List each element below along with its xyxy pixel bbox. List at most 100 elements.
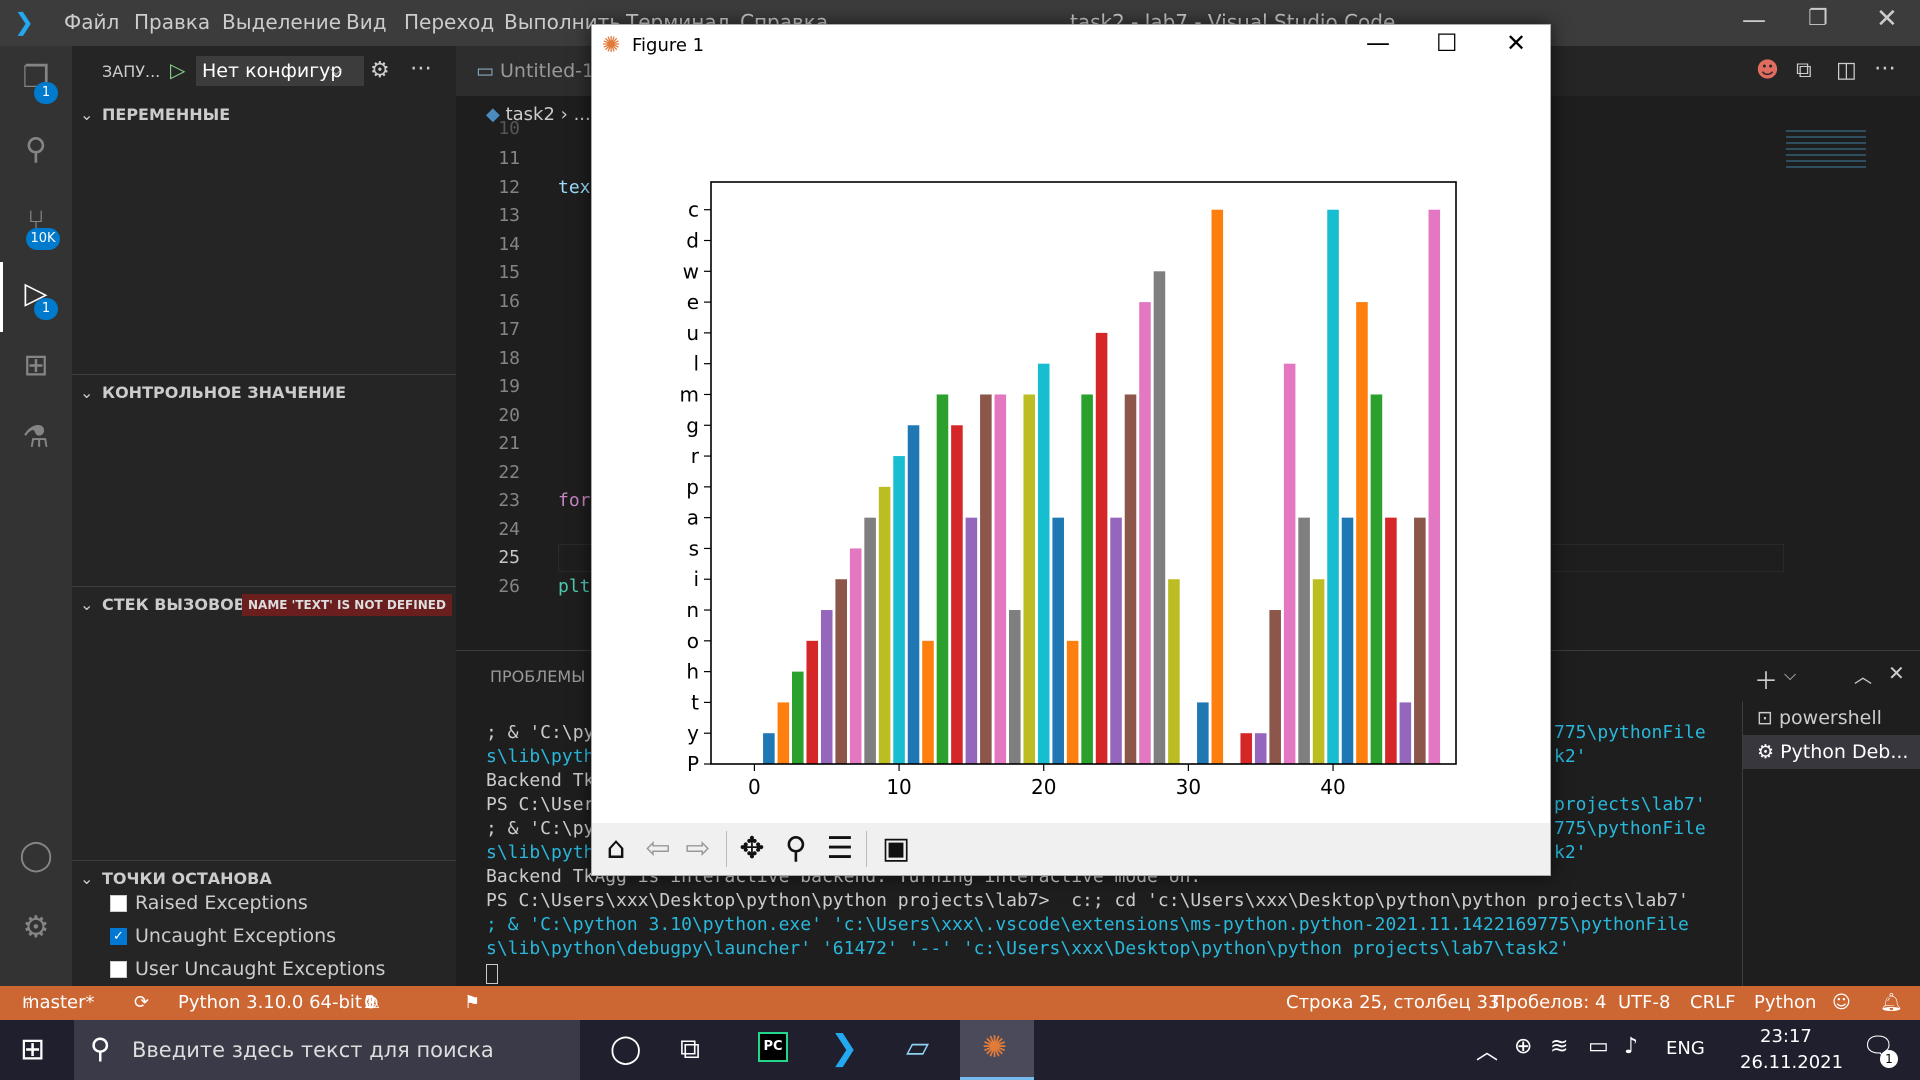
figure-close-icon[interactable]: ✕ (1506, 29, 1527, 57)
clock-date[interactable]: 26.11.2021 (1740, 1052, 1844, 1073)
battery-icon[interactable]: ▭ (1588, 1034, 1609, 1059)
testing-icon[interactable]: ⚗ (22, 420, 50, 455)
section-breakpoints[interactable]: ⌄ ТОЧКИ ОСТАНОВА (72, 862, 456, 896)
search-icon[interactable]: ⚲ (25, 132, 47, 167)
editor-more-icon[interactable]: ⋯ (1874, 56, 1896, 81)
section-callstack[interactable]: ⌄ СТЕК ВЫЗОВОВ (72, 588, 456, 622)
checkbox[interactable] (110, 961, 127, 978)
extensions-icon[interactable]: ⊞ (23, 348, 49, 383)
checkbox[interactable] (110, 895, 127, 912)
close-icon[interactable]: ✕ (1876, 4, 1898, 34)
menu-file[interactable]: Файл (64, 10, 120, 34)
bar (878, 486, 891, 764)
x-tick-label: 40 (1320, 775, 1345, 799)
close-panel-icon[interactable]: ✕ (1888, 661, 1905, 685)
notifications-icon[interactable]: 🔔︎ (1880, 992, 1903, 1013)
home-icon[interactable]: ⌂ (606, 831, 626, 866)
figure-minimize-icon[interactable]: — (1366, 29, 1390, 57)
copilot-icon[interactable]: ☻ (1756, 58, 1779, 83)
bar (849, 548, 862, 764)
menu-selection[interactable]: Выделение (222, 10, 342, 34)
debug-sidebar: ЗАПУ... ▷ Нет конфигур ⌵ ⚙ ⋯ ⌄ ПЕРЕМЕННЫ… (72, 46, 456, 986)
breakpoint-raised-exceptions[interactable]: Raised Exceptions (110, 888, 308, 918)
tray-overflow-icon[interactable]: ︿ (1476, 1040, 1499, 1065)
bar (1399, 702, 1412, 764)
indentation[interactable]: Пробелов: 4 (1492, 992, 1607, 1013)
checkbox-checked[interactable]: ✓ (110, 928, 127, 945)
restore-icon[interactable]: ❐ (1808, 6, 1828, 31)
section-variables[interactable]: ⌄ ПЕРЕМЕННЫЕ (72, 98, 456, 132)
back-arrow-icon[interactable]: ⇦ (645, 831, 671, 866)
breakpoint-user-uncaught-exceptions[interactable]: User Uncaught Exceptions (110, 954, 385, 984)
more-actions-icon[interactable]: ⋯ (410, 56, 432, 81)
tray-app-icon[interactable]: ⊕ (1514, 1034, 1533, 1059)
zoom-icon[interactable]: ⚲ (785, 831, 807, 866)
cortana-icon[interactable]: ◯ (610, 1032, 642, 1065)
account-icon[interactable]: ◯ (19, 838, 53, 873)
tab-untitled[interactable]: ▭ Untitled-1 (456, 46, 606, 96)
forward-arrow-icon[interactable]: ⇨ (685, 831, 711, 866)
start-debug-icon[interactable]: ▷ (170, 58, 186, 82)
line-ending[interactable]: CRLF (1690, 992, 1736, 1013)
sync-icon[interactable]: ⟳ (134, 992, 150, 1013)
language-indicator[interactable]: ENG (1666, 1038, 1705, 1059)
terminal-name: powershell (1778, 707, 1882, 729)
chevron-down-icon: ⌄ (80, 595, 94, 614)
pycharm-app-icon[interactable]: PC (758, 1032, 788, 1062)
y-tick-label: i (693, 567, 699, 591)
y-tick-label: h (686, 660, 699, 684)
minimize-icon[interactable]: — (1742, 6, 1766, 34)
terminal-dropdown-icon[interactable]: ⌵ (1784, 665, 1797, 684)
menu-edit[interactable]: Правка (134, 10, 211, 34)
cursor-position[interactable]: Строка 25, столбец 33 (1286, 992, 1500, 1013)
debug-attach-icon[interactable]: ⚑ (464, 992, 481, 1013)
code-line-12[interactable]: tex (558, 177, 591, 198)
clock-time[interactable]: 23:17 (1760, 1026, 1812, 1047)
task-view-icon[interactable]: ⧉ (680, 1032, 700, 1065)
new-terminal-icon[interactable]: ＋ (1754, 667, 1778, 695)
configure-subplots-icon[interactable]: ☰ (826, 831, 854, 866)
encoding[interactable]: UTF-8 (1618, 992, 1671, 1013)
code-line-23[interactable]: for (558, 490, 591, 511)
language-mode[interactable]: Python (1754, 992, 1817, 1013)
debug-config-select[interactable]: Нет конфигур (196, 56, 364, 86)
notepad-app-icon[interactable]: ▱ (906, 1030, 930, 1065)
branch-name: master* (22, 992, 95, 1013)
vscode-app-icon[interactable]: ❯ (830, 1028, 859, 1068)
python-interpreter[interactable]: Python 3.10.0 64-bit (178, 992, 362, 1013)
feedback-icon[interactable]: ☺ (1832, 992, 1851, 1013)
open-preview-icon[interactable]: ⧉ (1796, 58, 1812, 83)
terminal-item-python-debug[interactable]: ⚙ Python Deb... (1743, 735, 1920, 769)
divider (72, 860, 456, 861)
split-editor-icon[interactable]: ◫ (1836, 58, 1857, 83)
y-tick-label: w (683, 259, 699, 283)
save-icon[interactable]: ▣ (881, 831, 911, 866)
bar (936, 394, 949, 764)
bar (864, 517, 876, 764)
volume-icon[interactable]: ♪ (1624, 1034, 1639, 1059)
pan-icon[interactable]: ✥ (739, 831, 765, 866)
maximize-panel-icon[interactable]: ︿ (1854, 667, 1872, 688)
menu-view[interactable]: Вид (346, 10, 387, 34)
python-figure-app-active[interactable]: ✺ (960, 1020, 1034, 1080)
figure-maximize-icon[interactable]: ☐ (1436, 29, 1458, 57)
menu-go[interactable]: Переход (404, 10, 495, 34)
terminal-name: Python Deb... (1780, 741, 1909, 763)
terminal-item-powershell[interactable]: ⊡ powershell (1743, 701, 1920, 735)
debug-settings-gear-icon[interactable]: ⚙ (370, 58, 390, 83)
code-line-26[interactable]: plt (558, 576, 591, 597)
taskbar-search-box[interactable]: ⚲ Введите здесь текст для поиска (74, 1020, 580, 1080)
network-icon[interactable]: ≋ (1550, 1034, 1569, 1059)
y-tick-label: m (680, 382, 699, 406)
breadcrumb-file[interactable]: task2 (505, 104, 555, 125)
settings-gear-icon[interactable]: ⚙ (22, 910, 50, 945)
breakpoint-uncaught-exceptions[interactable]: ✓ Uncaught Exceptions (110, 921, 336, 951)
windows-start-icon[interactable]: ⊞ (20, 1032, 46, 1067)
config-dropdown-icon[interactable]: ⌵ (330, 60, 343, 79)
bar (1385, 517, 1397, 764)
bar (980, 394, 992, 764)
tab-problems[interactable]: ПРОБЛЕМЫ (490, 667, 586, 686)
section-watch[interactable]: ⌄ КОНТРОЛЬНОЕ ЗНАЧЕНИЕ (72, 376, 456, 410)
